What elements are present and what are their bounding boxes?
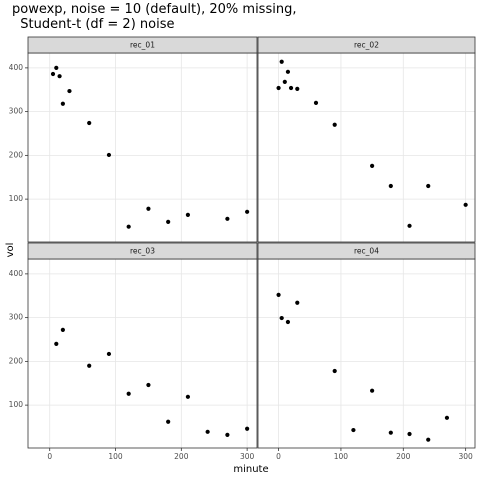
panel-background (258, 259, 475, 448)
point (370, 163, 375, 168)
point (54, 341, 59, 346)
point (205, 429, 210, 434)
strip-label: rec_04 (354, 247, 379, 256)
x-tick-label: 100 (108, 452, 123, 461)
y-tick-label: 200 (9, 356, 24, 365)
point (126, 391, 131, 396)
strip (27, 36, 258, 54)
point (146, 382, 151, 388)
point (106, 152, 112, 158)
panel-background (28, 53, 257, 242)
x-tick-label: 0 (276, 452, 281, 461)
point (225, 216, 230, 221)
point (282, 79, 287, 84)
x-tick-label: 0 (47, 452, 52, 461)
strip (257, 242, 476, 260)
point (87, 120, 92, 126)
y-tick-label: 400 (9, 63, 24, 72)
point (332, 122, 337, 127)
point (295, 300, 300, 305)
point (407, 431, 412, 437)
strip-label: rec_03 (130, 247, 155, 256)
x-tick-label: 300 (240, 452, 255, 461)
point (57, 74, 62, 79)
y-tick-label: 400 (9, 269, 24, 278)
point (276, 85, 281, 91)
point (332, 368, 337, 374)
panel-background (28, 259, 257, 448)
y-tick-label: 100 (9, 194, 24, 203)
point (388, 430, 393, 435)
point (285, 319, 291, 325)
point (279, 315, 284, 321)
point (351, 427, 356, 433)
x-tick-label: 200 (174, 452, 189, 461)
point (225, 432, 230, 437)
strip (27, 242, 258, 260)
point (106, 351, 112, 357)
point (245, 209, 250, 214)
point (166, 419, 171, 424)
strip (257, 36, 476, 54)
x-tick-label: 100 (334, 452, 349, 461)
point (288, 85, 294, 91)
point (166, 219, 171, 224)
point (285, 69, 291, 74)
y-tick-label: 100 (9, 400, 24, 409)
panel-background (258, 53, 475, 242)
point (245, 426, 250, 431)
strip-label: rec_01 (130, 41, 155, 50)
point (279, 59, 284, 64)
y-tick-label: 200 (9, 150, 24, 159)
point (444, 415, 450, 420)
point (67, 88, 72, 94)
point (60, 327, 65, 332)
strip-label: rec_02 (354, 41, 379, 50)
y-tick-label: 300 (9, 107, 24, 116)
point (50, 71, 56, 77)
y-axis-title: vol (5, 243, 16, 258)
point (185, 394, 191, 399)
point (426, 183, 431, 189)
point (60, 101, 65, 106)
point (370, 388, 375, 393)
point (295, 86, 300, 91)
point (185, 212, 191, 217)
point (126, 224, 131, 229)
point (388, 183, 393, 189)
point (87, 363, 92, 368)
point (146, 206, 151, 211)
point (426, 437, 431, 442)
point (276, 292, 281, 297)
x-tick-label: 200 (396, 452, 411, 461)
point (407, 223, 412, 228)
y-tick-label: 300 (9, 313, 24, 322)
point (463, 202, 468, 207)
chart-title: Student-t (df = 2) noise (12, 17, 174, 32)
point (313, 100, 319, 105)
x-axis-title: minute (233, 464, 268, 475)
point (54, 65, 59, 70)
chart-title: powexp, noise = 10 (default), 20% missin… (12, 2, 296, 17)
x-tick-label: 300 (458, 452, 473, 461)
